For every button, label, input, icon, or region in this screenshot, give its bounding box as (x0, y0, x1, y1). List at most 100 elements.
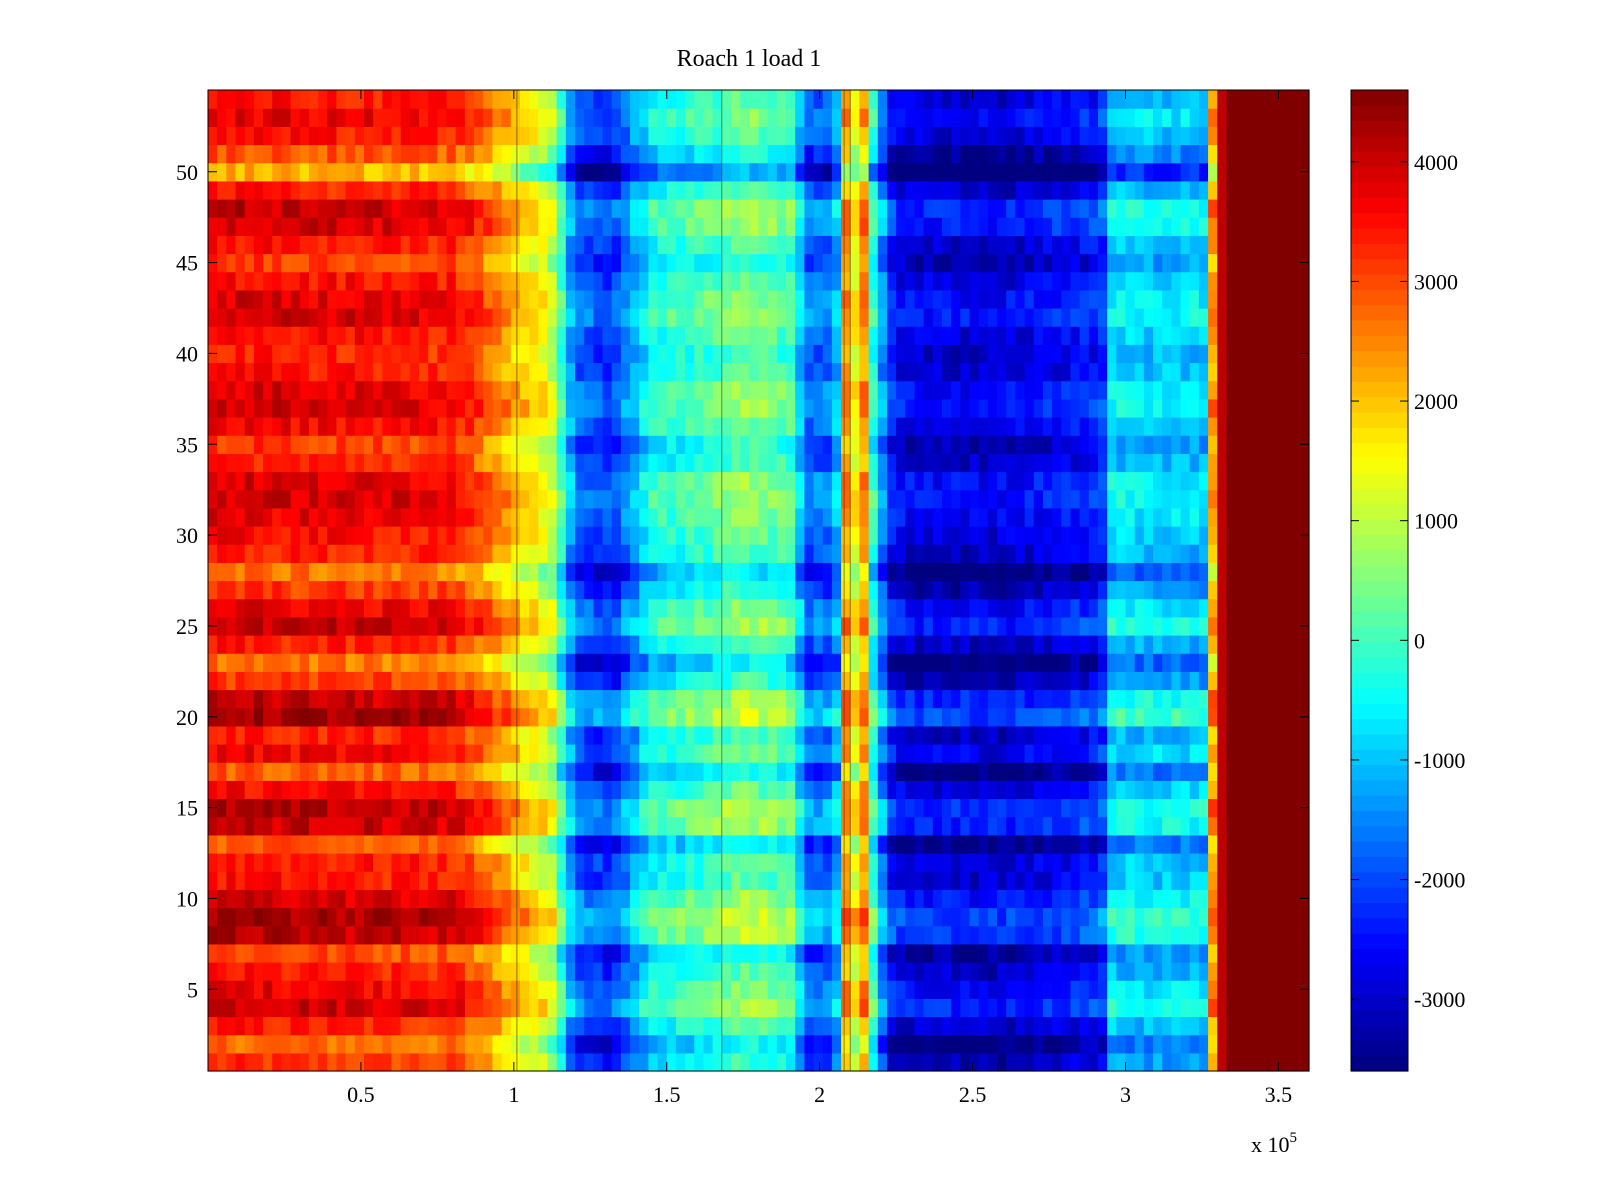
heatmap-cell (1125, 635, 1136, 654)
heatmap-cell (1079, 980, 1090, 999)
heatmap-cell (1153, 616, 1163, 636)
heatmap-cell (886, 707, 897, 727)
heatmap-cell (409, 362, 420, 382)
heatmap-cell (1006, 707, 1017, 727)
heatmap-cell (1024, 762, 1035, 781)
heatmap-cell (1272, 925, 1283, 945)
heatmap-cell (804, 998, 815, 1018)
heatmap-cell (253, 1016, 264, 1036)
heatmap-cell (1088, 653, 1099, 672)
heatmap-cell (363, 326, 374, 345)
heatmap-cell (1198, 562, 1209, 582)
heatmap-cell (822, 962, 833, 981)
heatmap-cell (483, 526, 494, 545)
heatmap-cell (1015, 398, 1026, 418)
heatmap-cell (419, 380, 429, 400)
heatmap-cell (1042, 707, 1053, 727)
heatmap-cell (1015, 380, 1026, 400)
heatmap-cell (1235, 925, 1246, 945)
heatmap-cell (987, 1052, 998, 1072)
heatmap-cell (721, 980, 732, 999)
heatmap-cell (1125, 616, 1136, 636)
heatmap-cell (1189, 980, 1200, 999)
heatmap-cell (703, 580, 714, 600)
heatmap-cell (1097, 998, 1108, 1018)
heatmap-cell (1134, 780, 1145, 800)
heatmap-cell (1198, 1016, 1209, 1036)
heatmap-cell (1208, 1034, 1218, 1054)
heatmap-cell (795, 907, 805, 927)
heatmap-cell (253, 925, 264, 945)
heatmap-cell (1006, 653, 1017, 672)
heatmap-cell (620, 707, 631, 727)
heatmap-cell (235, 744, 246, 763)
heatmap-cell (969, 635, 980, 654)
heatmap-cell (611, 526, 622, 545)
heatmap-cell (978, 580, 989, 600)
heatmap-cell (272, 980, 283, 999)
heatmap-cell (685, 853, 695, 872)
heatmap-cell (886, 980, 897, 999)
heatmap-cell (1208, 544, 1218, 563)
heatmap-cell (767, 326, 778, 345)
heatmap-cell (299, 653, 310, 672)
heatmap-cell (446, 762, 457, 781)
heatmap-cell (281, 780, 292, 800)
heatmap-cell (850, 962, 861, 981)
heatmap-cell (740, 326, 750, 345)
heatmap-cell (675, 362, 686, 382)
heatmap-cell (905, 544, 916, 563)
heatmap-cell (318, 998, 328, 1018)
heatmap-cell (1088, 598, 1099, 618)
heatmap-cell (226, 725, 237, 745)
heatmap-cell (336, 853, 347, 872)
heatmap-cell (437, 762, 448, 781)
heatmap-cell (327, 653, 338, 672)
heatmap-cell (730, 998, 741, 1018)
heatmap-cell (1015, 725, 1026, 745)
heatmap-cell (1134, 616, 1145, 636)
heatmap-cell (639, 689, 650, 709)
heatmap-cell (584, 1052, 594, 1072)
heatmap-cell (428, 707, 438, 727)
heatmap-cell (1253, 489, 1264, 509)
heatmap-cell (1052, 744, 1062, 763)
heatmap-cell (474, 834, 484, 854)
heatmap-cell (556, 435, 567, 454)
heatmap-cell (1217, 1052, 1228, 1072)
heatmap-cell (868, 489, 879, 509)
heatmap-cell (308, 580, 319, 600)
heatmap-cell (1263, 1034, 1273, 1054)
heatmap-cell (1290, 762, 1301, 781)
heatmap-cell (455, 635, 466, 654)
heatmap-cell (978, 616, 989, 636)
heatmap-cell (758, 925, 769, 945)
heatmap-cell (1097, 853, 1108, 872)
heatmap-cell (675, 653, 686, 672)
heatmap-cell (969, 816, 980, 836)
heatmap-cell (997, 671, 1007, 691)
heatmap-cell (767, 853, 778, 872)
heatmap-cell (363, 362, 374, 382)
heatmap-cell (868, 362, 879, 382)
heatmap-cell (703, 1052, 714, 1072)
heatmap-cell (1189, 907, 1200, 927)
heatmap-cell (1198, 653, 1209, 672)
heatmap-cell (1226, 689, 1237, 709)
heatmap-cell (290, 598, 301, 618)
heatmap-cell (354, 962, 365, 981)
heatmap-cell (437, 580, 448, 600)
heatmap-cell (1198, 980, 1209, 999)
heatmap-cell (611, 671, 622, 691)
heatmap-cell (804, 398, 815, 418)
heatmap-cell (776, 435, 787, 454)
heatmap-cell (694, 362, 705, 382)
heatmap-cell (795, 671, 805, 691)
heatmap-cell (483, 925, 494, 945)
heatmap-cell (1042, 671, 1053, 691)
heatmap-cell (263, 1034, 273, 1054)
heatmap-cell (721, 380, 732, 400)
heatmap-cell (1180, 417, 1191, 436)
heatmap-cell (951, 653, 961, 672)
heatmap-cell (345, 471, 356, 491)
